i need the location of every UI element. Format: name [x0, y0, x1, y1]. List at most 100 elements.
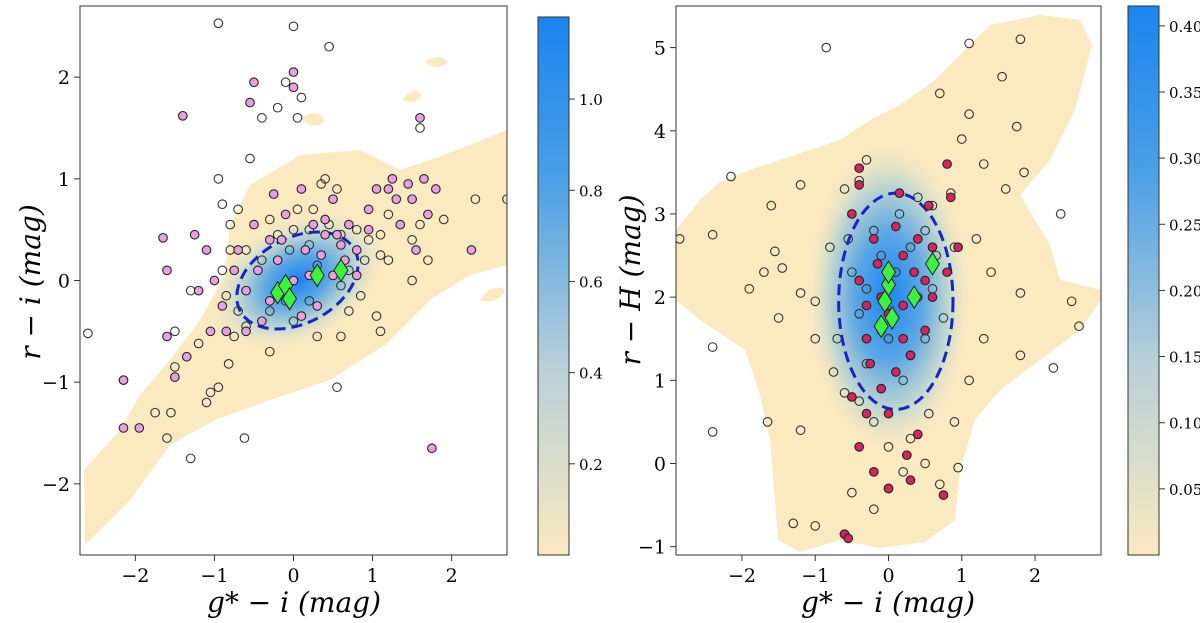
left-y-ticks: −2 −1 0 1 2 — [42, 67, 80, 496]
open-point — [997, 71, 1007, 82]
open-point — [1048, 362, 1059, 373]
highlight-point — [912, 234, 923, 244]
highlight-point — [221, 326, 232, 337]
colorbar-tick-label: 1.0 — [579, 91, 603, 109]
open-point — [415, 219, 425, 230]
open-point — [170, 326, 180, 337]
highlight-point — [415, 112, 425, 123]
open-point — [1011, 121, 1022, 132]
colorbar-tick-label: 0.8 — [579, 182, 603, 200]
open-point — [502, 194, 507, 205]
open-point — [898, 466, 909, 477]
open-point — [810, 296, 821, 307]
y-tick-label: 1 — [654, 370, 666, 392]
diamond-marker — [873, 314, 889, 339]
open-point — [213, 382, 224, 393]
highlight-point — [890, 221, 901, 232]
highlight-point — [118, 423, 129, 433]
open-point — [185, 453, 196, 464]
y-tick-label: −1 — [42, 372, 70, 394]
x-tick-label: 0 — [287, 565, 299, 587]
highlight-point — [170, 372, 180, 382]
y-tick-label: 0 — [58, 271, 70, 293]
highlight-point — [296, 311, 307, 321]
open-point — [773, 313, 784, 323]
open-point — [956, 134, 967, 144]
open-point — [847, 267, 857, 278]
open-point — [292, 112, 303, 123]
open-point — [223, 359, 234, 369]
right-panel: −2 −1 0 1 2 −1 0 1 2 3 4 5 g* − i (mag) r − H (mag… — [614, 5, 1102, 619]
diamond-marker — [884, 306, 900, 330]
highlight-point — [363, 204, 374, 215]
highlight-point — [898, 300, 909, 311]
open-point — [272, 102, 283, 113]
open-point — [407, 275, 417, 286]
highlight-point — [312, 301, 323, 311]
open-point — [795, 179, 806, 190]
highlight-point — [430, 184, 441, 194]
right-colorbar: 0.05 0.10 0.15 0.20 0.25 0.30 0.35 0.40 — [1127, 5, 1200, 556]
open-point — [934, 479, 945, 490]
highlight-point — [391, 194, 402, 205]
highlight-point — [272, 255, 283, 266]
left-diamond-markers — [270, 258, 349, 311]
open-point — [810, 521, 821, 531]
open-point — [296, 92, 307, 103]
left-kde-blob-1 — [300, 113, 325, 126]
left-colorbar-bar — [537, 16, 570, 556]
right-colorbar-bar — [1127, 5, 1160, 556]
open-point — [245, 153, 255, 164]
highlight-point — [427, 443, 437, 454]
right-x-ticks: −2 −1 0 1 2 — [728, 555, 1041, 587]
highlight-point — [847, 392, 857, 402]
open-point — [832, 333, 843, 344]
open-point — [225, 219, 236, 230]
open-point — [825, 242, 835, 253]
right-diamond-markers — [873, 251, 941, 339]
highlight-point — [843, 533, 854, 544]
highlight-point — [300, 245, 311, 255]
open-point — [292, 204, 303, 215]
open-point — [217, 199, 228, 210]
highlight-point — [162, 265, 172, 276]
open-point — [843, 234, 854, 244]
open-point — [953, 462, 963, 473]
colorbar-tick-label: 0.15 — [1169, 349, 1200, 367]
open-point — [847, 487, 857, 498]
highlight-point — [308, 219, 319, 230]
open-point — [150, 407, 160, 418]
highlight-point — [245, 97, 255, 108]
highlight-point — [328, 194, 338, 205]
open-point — [344, 306, 354, 316]
open-point — [217, 265, 228, 276]
open-point — [744, 283, 755, 294]
highlight-point — [162, 331, 172, 342]
open-point — [938, 313, 949, 323]
x-tick-label: −2 — [121, 565, 149, 587]
highlight-point — [332, 229, 342, 240]
highlight-point — [419, 173, 429, 184]
highlight-point — [181, 351, 192, 362]
highlight-point — [249, 77, 259, 88]
highlight-point — [209, 275, 220, 286]
open-point — [898, 375, 909, 386]
highlight-point — [905, 350, 916, 361]
open-point — [868, 504, 879, 515]
open-point — [257, 255, 267, 266]
open-point — [213, 18, 224, 29]
highlight-point — [288, 67, 299, 77]
left-open-points — [83, 18, 507, 464]
highlight-point — [920, 275, 930, 286]
open-point — [920, 225, 930, 236]
open-point — [332, 382, 342, 393]
highlight-point — [938, 490, 949, 500]
highlight-point — [268, 189, 279, 199]
open-point — [861, 155, 872, 165]
open-point — [355, 290, 366, 301]
open-point — [1074, 321, 1084, 332]
highlight-point — [894, 188, 905, 199]
open-point — [949, 417, 960, 427]
highlight-point — [276, 234, 287, 245]
open-point — [868, 417, 879, 427]
